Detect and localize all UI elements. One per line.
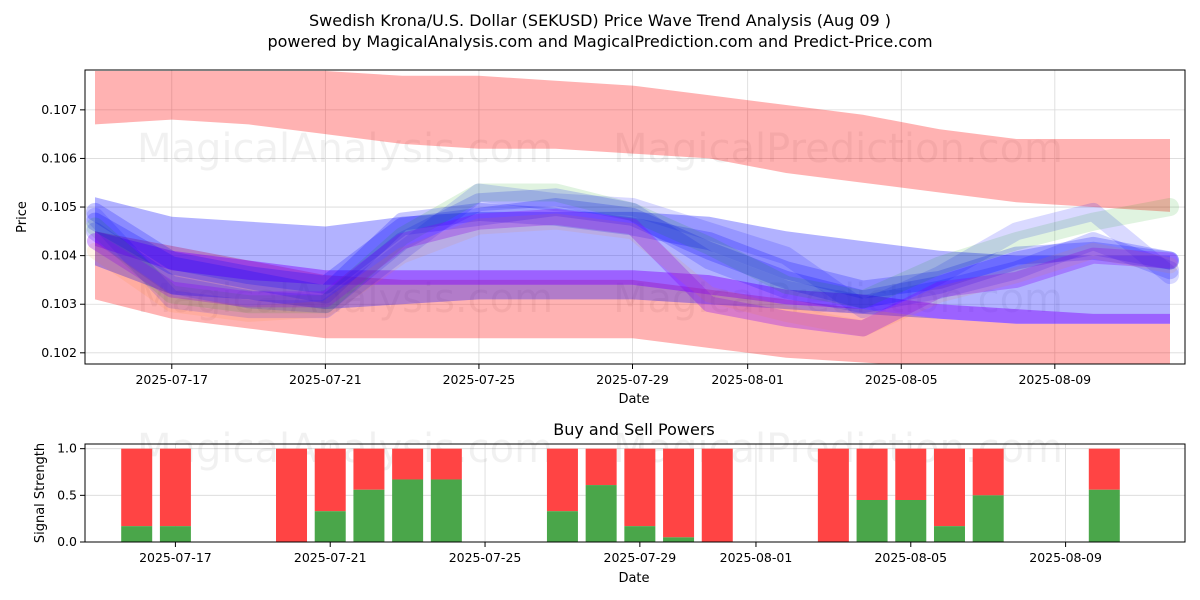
- wave-line-6: [87, 213, 1178, 337]
- wave-line-2: [86, 188, 1179, 314]
- price-x-tick-label: 2025-08-01: [711, 372, 784, 387]
- watermark-analysis-bottom: MagicalAnalysis.com: [137, 276, 553, 322]
- buy-bar: [392, 479, 424, 542]
- sell-bar: [856, 448, 888, 500]
- buy-bar: [314, 511, 346, 542]
- wave-line-3: [86, 183, 1179, 319]
- price-chart-grid: [85, 70, 1185, 364]
- main-subtitle: powered by MagicalAnalysis.com and Magic…: [267, 32, 932, 51]
- price-y-tick-label: 0.107: [41, 102, 77, 117]
- price-chart-watermarks: MagicalAnalysis.com MagicalPrediction.co…: [137, 126, 1063, 322]
- price-y-tick-label: 0.106: [41, 150, 77, 165]
- sell-bar: [933, 448, 965, 527]
- buy-bar: [663, 537, 695, 542]
- price-chart-frame: [84, 69, 1186, 365]
- sell-bar: [624, 448, 656, 527]
- bs-x-tick-label: 2025-07-21: [294, 550, 367, 565]
- price-waves: [86, 183, 1179, 337]
- price-bands: [95, 71, 1170, 364]
- price-chart-x-ticks: 2025-07-17 2025-07-21 2025-07-25 2025-07-29…: [135, 364, 1091, 387]
- buy-bar: [624, 526, 656, 542]
- bs-y-tick-label: 0.0: [57, 534, 77, 549]
- price-chart: MagicalAnalysis.com MagicalPrediction.co…: [15, 69, 1186, 407]
- buy-bar: [585, 485, 617, 542]
- buy-bar: [895, 500, 927, 542]
- price-y-tick-label: 0.105: [41, 199, 77, 214]
- buy-sell-frame: [84, 443, 1186, 543]
- watermark-analysis-top: MagicalAnalysis.com: [137, 126, 553, 172]
- sell-bar: [895, 448, 927, 500]
- price-x-tick-label: 2025-08-09: [1018, 372, 1091, 387]
- band-upper-channel: [95, 71, 1170, 212]
- buy-bar: [121, 526, 153, 542]
- buy-bar: [972, 495, 1004, 542]
- buy-bar: [933, 526, 965, 542]
- buy-sell-x-ticks: 2025-07-17 2025-07-21 2025-07-25 2025-07-29…: [139, 542, 1102, 565]
- price-y-tick-label: 0.102: [41, 345, 77, 360]
- price-chart-x-label: Date: [618, 392, 649, 407]
- buy-sell-y-ticks: 0.0 0.5 1.0: [57, 441, 85, 549]
- watermark-prediction-top: MagicalPrediction.com: [613, 126, 1063, 172]
- sell-bar: [159, 448, 191, 527]
- bs-x-tick-label: 2025-07-25: [449, 550, 522, 565]
- band-purple-trend: [95, 231, 1170, 324]
- wave-line-1: [86, 198, 1179, 309]
- sell-bar: [121, 448, 153, 527]
- price-x-tick-label: 2025-07-21: [289, 372, 362, 387]
- buy-bar: [353, 489, 385, 542]
- wave-line-5: [87, 208, 1178, 337]
- bs-y-tick-label: 0.5: [57, 487, 77, 502]
- buy-sell-bars: [121, 448, 1120, 542]
- price-y-tick-label: 0.103: [41, 296, 77, 311]
- sell-bar: [1088, 448, 1120, 490]
- sell-bar: [314, 448, 346, 512]
- wave-line-4: [86, 183, 1179, 314]
- sell-bar: [430, 448, 462, 480]
- price-chart-y-label: Price: [15, 201, 30, 233]
- buy-bar: [856, 500, 888, 542]
- watermark-prediction-bottom: MagicalPrediction.com: [613, 276, 1063, 322]
- sell-bar: [353, 448, 385, 490]
- sell-bar: [663, 448, 695, 538]
- band-blue-channel: [95, 197, 1170, 324]
- price-x-tick-label: 2025-08-05: [865, 372, 938, 387]
- wave-line-0: [86, 202, 1179, 304]
- buy-sell-chart: Buy and Sell Powers MagicalAnalysis.com …: [33, 420, 1186, 586]
- sell-bar: [392, 448, 424, 480]
- sell-bar: [546, 448, 578, 512]
- bs-y-tick-label: 1.0: [57, 441, 77, 456]
- buy-sell-y-label: Signal Strength: [33, 443, 48, 543]
- bs-x-tick-label: 2025-08-05: [874, 550, 947, 565]
- sell-bar: [817, 448, 849, 542]
- price-x-tick-label: 2025-07-17: [135, 372, 208, 387]
- bs-x-tick-label: 2025-07-29: [604, 550, 677, 565]
- sell-bar: [972, 448, 1004, 496]
- band-lower-channel: [95, 231, 1170, 364]
- bs-x-tick-label: 2025-08-01: [720, 550, 793, 565]
- price-x-tick-label: 2025-07-29: [596, 372, 669, 387]
- price-chart-y-ticks: 0.102 0.103 0.104 0.105 0.106 0.107: [41, 102, 85, 360]
- sell-bar: [276, 448, 308, 542]
- buy-sell-title: Buy and Sell Powers: [553, 420, 715, 439]
- buy-sell-x-label: Date: [618, 571, 649, 586]
- sell-bar: [701, 448, 733, 542]
- sell-bar: [585, 448, 617, 486]
- bs-x-tick-label: 2025-07-17: [139, 550, 212, 565]
- bs-x-tick-label: 2025-08-09: [1029, 550, 1102, 565]
- buy-bar: [159, 526, 191, 542]
- buy-bar: [1088, 489, 1120, 542]
- main-title: Swedish Krona/U.S. Dollar (SEKUSD) Price…: [309, 11, 891, 30]
- buy-bar: [546, 511, 578, 542]
- price-y-tick-label: 0.104: [41, 248, 77, 263]
- buy-bar: [430, 479, 462, 542]
- price-x-tick-label: 2025-07-25: [443, 372, 516, 387]
